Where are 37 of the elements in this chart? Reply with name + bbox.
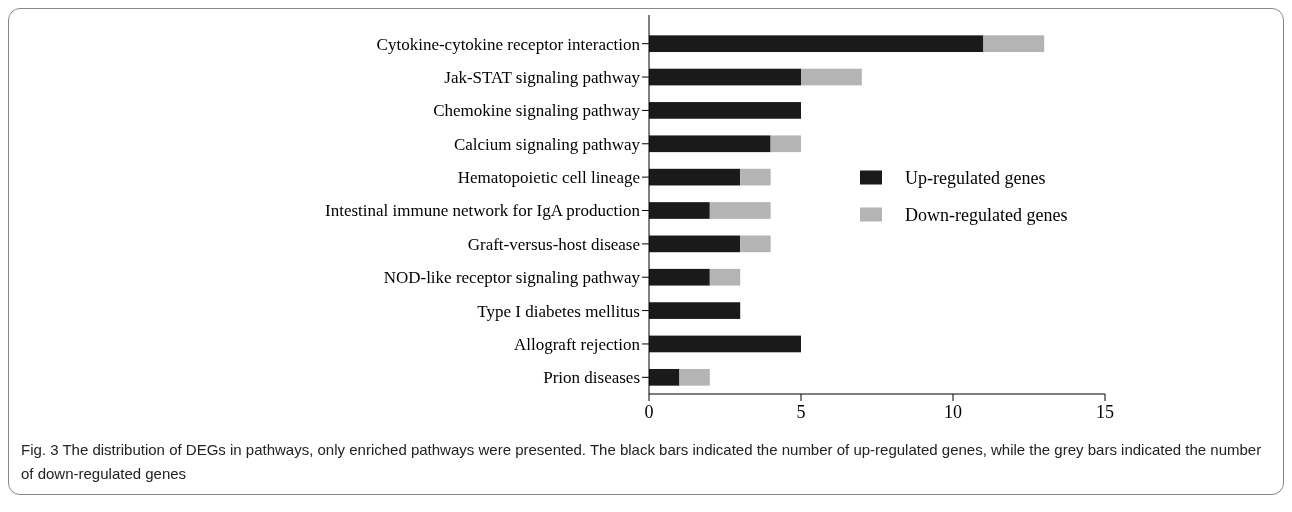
x-tick-label: 15	[1096, 402, 1114, 422]
y-tick-label: Cytokine-cytokine receptor interaction	[376, 34, 641, 54]
legend-label: Up-regulated genes	[905, 167, 1046, 188]
bar	[649, 368, 680, 386]
y-tick-label: Prion diseases	[543, 368, 640, 388]
bar	[709, 202, 771, 219]
bar	[649, 35, 984, 53]
y-tick-label: Chemokine signaling pathway	[433, 101, 641, 121]
bar	[740, 235, 771, 253]
x-tick-label: 5	[796, 402, 806, 422]
bar	[649, 168, 741, 186]
caption: Fig. 3 The distribution of DEGs in pathways, only enriched pathways were presented. The black bars indicated the number of up-regulated genes, while the grey bars indicated the number of down-regulated genes	[21, 440, 1263, 484]
bar	[983, 35, 1045, 53]
bar	[740, 168, 771, 186]
bar	[649, 268, 710, 286]
bar	[679, 368, 710, 386]
bar	[801, 68, 862, 86]
x-tick-label: 0	[644, 402, 654, 422]
bar	[649, 135, 771, 153]
bar	[649, 235, 741, 253]
y-tick-label: Jak-STAT signaling pathway	[444, 68, 641, 87]
y-tick-label: Allograft rejection	[513, 334, 641, 354]
y-tick-label: Graft-versus-host disease	[467, 234, 640, 254]
y-tick-label: Intestinal immune network for IgA production	[325, 201, 641, 221]
y-tick-label: Calcium signaling pathway	[453, 134, 641, 154]
bar	[649, 68, 801, 86]
bar	[649, 335, 801, 353]
bar	[649, 102, 801, 119]
bar	[709, 268, 741, 286]
y-tick-label: Type I diabetes mellitus	[477, 301, 640, 321]
y-tick-label: Hematopoietic cell lineage	[457, 168, 640, 188]
bar	[649, 302, 741, 319]
y-tick-label: NOD-like receptor signaling pathway	[383, 268, 641, 288]
bar	[649, 202, 710, 219]
x-tick-label: 10	[944, 402, 962, 422]
bar	[770, 135, 801, 153]
legend-label: Down-regulated genes	[905, 204, 1068, 225]
